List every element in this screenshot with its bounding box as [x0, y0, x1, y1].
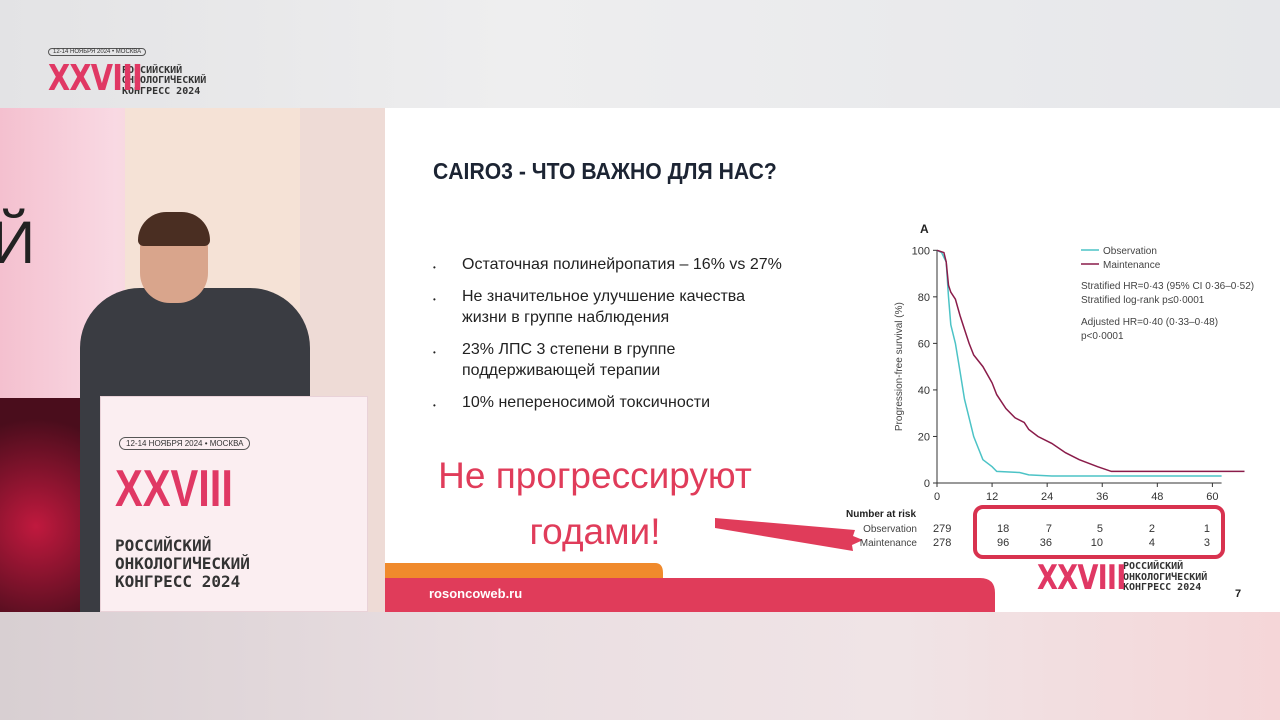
- logo-numeral: XXVIII: [48, 58, 143, 99]
- risk-value: 36: [1040, 537, 1052, 549]
- risk-value: 3: [1204, 537, 1210, 549]
- backdrop-letter: Й: [0, 209, 36, 276]
- series-line-observation: [936, 249, 1222, 477]
- risk-value: 5: [1097, 523, 1103, 535]
- annotation: Stratified log-rank p≤0·0001: [1081, 295, 1205, 306]
- speaker-video: Й 12-14 НОЯБРЯ 2024 • МОСКВА XXVIII РОСС…: [0, 108, 385, 612]
- logo-line: КОНГРЕСС 2024: [1123, 582, 1202, 594]
- annotation: Stratified HR=0·43 (95% CI 0·36–0·52): [1081, 281, 1254, 292]
- logo-line: ОНКОЛОГИЧЕСКИЙ: [1123, 571, 1208, 583]
- y-tick-label: 100: [912, 245, 930, 257]
- logo-line: РОССИЙСКИЙ: [122, 64, 183, 76]
- risk-value: 18: [997, 523, 1009, 535]
- arrow-icon: [715, 518, 863, 551]
- y-axis-label: Progression-free survival (%): [894, 302, 905, 431]
- footer-logo-numeral: XXVIII: [1037, 558, 1126, 598]
- footer-url: rosoncoweb.ru: [429, 586, 523, 601]
- risk-value: 7: [1046, 523, 1052, 535]
- bullet-item: Остаточная полинейропатия – 16% vs 27%: [433, 254, 793, 278]
- slide-title: CAIRO3 - ЧТО ВАЖНО ДЛЯ НАС?: [433, 158, 777, 184]
- bullet-list: Остаточная полинейропатия – 16% vs 27% Н…: [433, 254, 793, 424]
- y-tick-label: 80: [918, 292, 930, 304]
- annotation: p<0·0001: [1081, 331, 1124, 342]
- x-tick-label: 36: [1096, 491, 1108, 503]
- logo-line: ОНКОЛОГИЧЕСКИЙ: [122, 75, 207, 87]
- risk-value: 1: [1204, 523, 1210, 535]
- logo-line: РОССИЙСКИЙ: [1123, 561, 1184, 573]
- footer-red-bar: [385, 578, 995, 612]
- video-top-band: 12-14 НОЯБРЯ 2024 • МОСКВА XXVIII РОССИЙ…: [0, 0, 1280, 108]
- speaker-hair: [138, 212, 210, 246]
- annotation: Adjusted HR=0·40 (0·33–0·48): [1081, 317, 1218, 328]
- y-tick-label: 20: [918, 431, 930, 443]
- x-tick-label: 0: [934, 491, 940, 503]
- podium: 12-14 НОЯБРЯ 2024 • МОСКВА XXVIII РОССИЙ…: [100, 396, 368, 612]
- podium-numeral: XXVIII: [115, 460, 233, 518]
- risk-row-label: Observation: [863, 524, 917, 535]
- risk-value: 96: [997, 537, 1009, 549]
- podium-line: КОНГРЕСС 2024: [115, 572, 241, 591]
- podium-date: 12-14 НОЯБРЯ 2024 • МОСКВА: [119, 437, 251, 450]
- presentation-slide: CAIRO3 - ЧТО ВАЖНО ДЛЯ НАС? Остаточная п…: [385, 108, 1280, 612]
- x-tick-label: 60: [1206, 491, 1218, 503]
- x-tick-label: 12: [986, 491, 998, 503]
- callout-text: Не прогрессируют годами!: [438, 455, 752, 552]
- x-tick-label: 24: [1041, 491, 1053, 503]
- y-tick-label: 0: [924, 478, 930, 490]
- risk-value: 10: [1091, 537, 1103, 549]
- bullet-item: 10% непереносимой токсичности: [433, 392, 793, 416]
- bullet-item: 23% ЛПС 3 степени в группе поддерживающе…: [433, 339, 793, 381]
- page-number: 7: [1235, 588, 1242, 600]
- legend-label: Observation: [1103, 246, 1157, 257]
- video-bottom-band: [0, 612, 1280, 720]
- risk-value: 2: [1149, 523, 1155, 535]
- podium-line: ОНКОЛОГИЧЕСКИЙ: [115, 554, 250, 573]
- podium-line: РОССИЙСКИЙ: [115, 536, 212, 555]
- congress-logo: 12-14 НОЯБРЯ 2024 • МОСКВА XXVIII РОССИЙ…: [48, 48, 207, 99]
- risk-highlight-box: [973, 505, 1225, 559]
- risk-value: 4: [1149, 537, 1155, 549]
- y-tick-label: 60: [918, 338, 930, 350]
- y-tick-label: 40: [918, 385, 930, 397]
- footer-logo: XXVIII РОССИЙСКИЙ ОНКОЛОГИЧЕСКИЙ КОНГРЕСС …: [1037, 558, 1207, 598]
- risk-value: 278: [933, 537, 951, 549]
- series-line-maintenance: [936, 249, 1245, 473]
- logo-line: КОНГРЕСС 2024: [122, 85, 201, 97]
- logo-date: 12-14 НОЯБРЯ 2024 • МОСКВА: [48, 48, 147, 56]
- risk-table-title: Number at risk: [846, 509, 916, 520]
- legend-label: Maintenance: [1103, 260, 1161, 271]
- x-tick-label: 48: [1151, 491, 1163, 503]
- risk-row-label: Maintenance: [860, 538, 918, 549]
- risk-value: 279: [933, 523, 951, 535]
- bullet-item: Не значительное улучшение качества жизни…: [433, 286, 793, 328]
- panel-label: A: [920, 222, 929, 236]
